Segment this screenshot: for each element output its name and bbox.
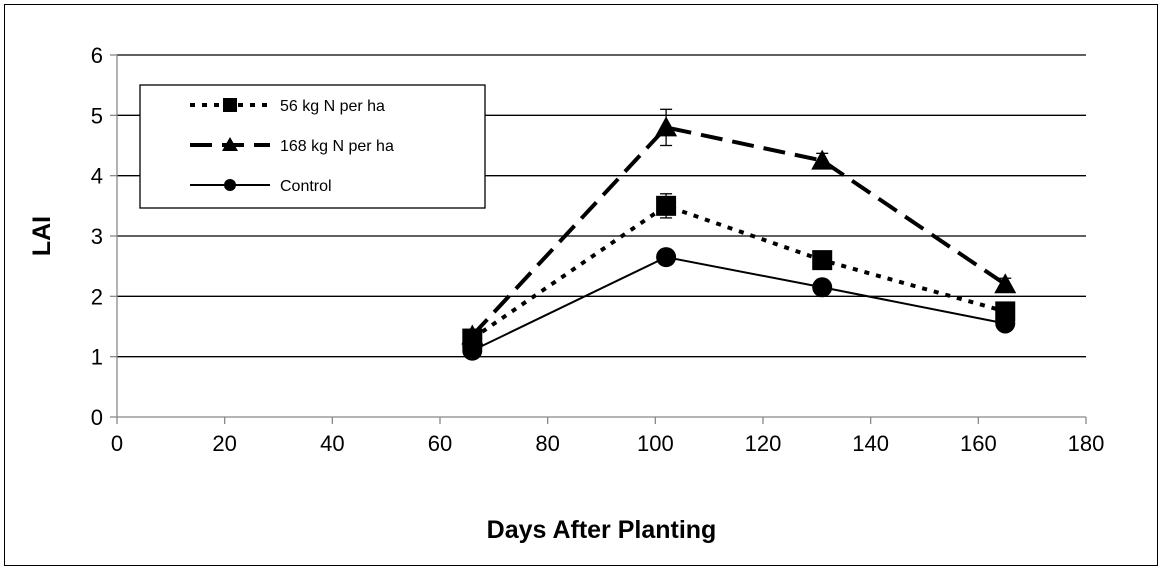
y-tick-label: 1 (91, 345, 103, 370)
x-tick-label: 0 (111, 431, 123, 456)
data-point-triangle (461, 324, 484, 345)
x-axis-title: Days After Planting (487, 516, 717, 544)
x-tick-label: 80 (535, 431, 559, 456)
x-tick-label: 160 (960, 431, 997, 456)
legend-label: 168 kg N per ha (280, 138, 394, 155)
data-point-triangle (811, 149, 834, 170)
x-tick-label: 100 (637, 431, 674, 456)
legend-marker-square (223, 98, 237, 112)
x-tick-label: 60 (428, 431, 452, 456)
x-tick-label: 140 (852, 431, 889, 456)
y-tick-label: 5 (91, 103, 103, 128)
legend-marker-triangle (222, 137, 238, 151)
series-line-circle (471, 256, 1006, 352)
y-tick-label: 2 (91, 284, 103, 309)
x-tick-label: 40 (320, 431, 344, 456)
y-tick-label: 0 (91, 405, 103, 430)
data-point-triangle (994, 273, 1017, 294)
series-line-triangle (470, 125, 1007, 337)
y-axis-title: LAI (28, 216, 56, 256)
data-point-circle (656, 247, 677, 268)
legend-label: 56 kg N per ha (280, 98, 385, 115)
legend-label: Control (280, 178, 332, 195)
series-line-square (471, 203, 1006, 341)
legend-marker-circle (224, 179, 236, 191)
data-point-square (812, 250, 833, 271)
y-tick-label: 3 (91, 224, 103, 249)
data-point-circle (995, 313, 1016, 334)
y-tick-label: 6 (91, 43, 103, 68)
y-tick-label: 4 (91, 164, 103, 189)
data-point-circle (812, 277, 833, 298)
x-tick-label: 20 (212, 431, 236, 456)
data-point-circle (462, 340, 483, 361)
x-tick-label: 180 (1068, 431, 1105, 456)
data-point-square (656, 195, 677, 216)
data-point-triangle (655, 116, 678, 137)
x-tick-label: 120 (745, 431, 782, 456)
